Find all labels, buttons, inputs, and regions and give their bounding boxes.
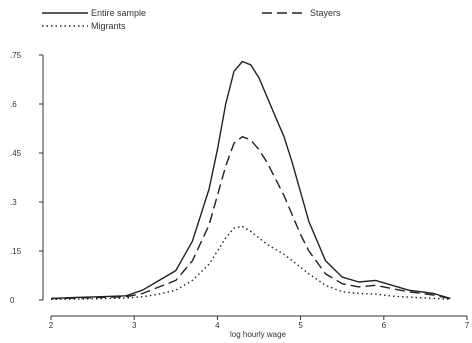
legend-item-migrants: Migrants [42, 21, 126, 31]
y-tick-label: 0 [10, 296, 15, 305]
legend-item-entire-sample: Entire sample [42, 8, 146, 18]
series-line-stayers [50, 135, 451, 300]
x-tick-label: 2 [49, 321, 54, 330]
y-tick-label: .45 [10, 149, 22, 158]
y-tick-label: .75 [10, 51, 22, 60]
series-layer [50, 60, 451, 300]
series-line-entire-sample [50, 60, 451, 300]
legend-label-entire-sample: Entire sample [91, 8, 146, 18]
y-tick-label: .15 [10, 247, 22, 256]
legend: Entire sample Stayers Migrants [42, 8, 341, 31]
legend-label-migrants: Migrants [91, 21, 126, 31]
x-tick-label: 7 [465, 321, 470, 330]
y-tick-label: .6 [10, 100, 17, 109]
x-tick-label: 3 [132, 321, 137, 330]
y-axis: 0 .15 .3 .45 .6 .75 [10, 51, 44, 305]
x-tick-label: 6 [382, 321, 387, 330]
x-tick-label: 5 [298, 321, 303, 330]
x-axis-label: log hourly wage [230, 330, 287, 339]
series-line-migrants [50, 225, 451, 300]
x-axis: 2 3 4 5 6 7 [49, 315, 470, 330]
legend-item-stayers: Stayers [262, 8, 341, 18]
legend-label-stayers: Stayers [310, 8, 341, 18]
y-tick-label: .3 [10, 198, 17, 207]
x-tick-label: 4 [215, 321, 220, 330]
